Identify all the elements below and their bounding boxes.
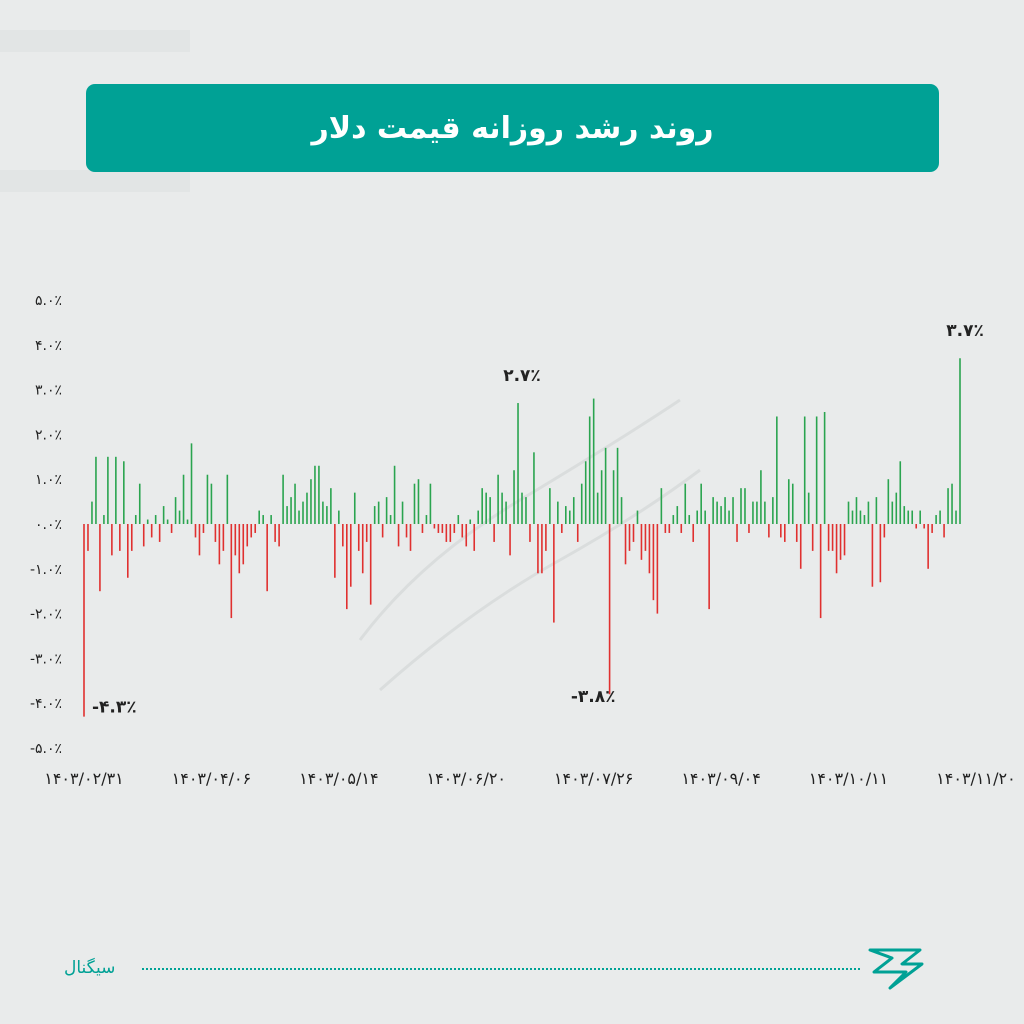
y-tick-label: -۴.۰٪	[30, 696, 62, 712]
x-tick-label: ۱۴۰۳/۰۵/۱۴	[299, 769, 379, 788]
x-tick-label: ۱۴۰۳/۰۲/۳۱	[44, 769, 124, 788]
y-tick-label: -۱.۰٪	[30, 562, 62, 578]
x-tick-label: ۱۴۰۳/۰۶/۲۰	[426, 769, 506, 788]
y-tick-label: ۴.۰٪	[35, 338, 62, 354]
chart-title: روند رشد روزانه قیمت دلار	[311, 110, 714, 146]
decorative-stripe	[0, 170, 190, 192]
x-tick-label: ۱۴۰۳/۱۱/۲۰	[936, 769, 1016, 788]
data-annotation: ۳.۷٪	[946, 321, 984, 341]
x-tick-label: ۱۴۰۳/۰۴/۰۶	[172, 769, 252, 788]
brand-name: سیگنال	[64, 958, 116, 978]
bar-series	[83, 358, 961, 717]
y-tick-label: -۵.۰٪	[30, 741, 62, 757]
y-tick-label: -۳.۰٪	[30, 651, 62, 667]
annotations: -۴.۳٪ ۲.۷٪ -۳.۸٪ ۳.۷٪	[92, 321, 984, 717]
brand-dotted-line	[142, 968, 860, 970]
y-tick-label: -۲.۰٪	[30, 607, 62, 623]
signal-watermark-icon	[358, 398, 701, 692]
y-tick-label: ۲.۰٪	[35, 427, 62, 443]
y-tick-label: ۳.۰٪	[35, 383, 62, 399]
data-annotation: ۲.۷٪	[503, 366, 541, 386]
title-banner: روند رشد روزانه قیمت دلار	[86, 84, 939, 172]
x-tick-label: ۱۴۰۳/۱۰/۱۱	[809, 769, 889, 788]
y-tick-label: ۰.۰٪	[35, 517, 62, 533]
data-annotation: -۴.۳٪	[92, 698, 137, 718]
signal-logo-icon	[868, 948, 924, 990]
x-axis-ticks: ۱۴۰۳/۰۲/۳۱ ۱۴۰۳/۰۴/۰۶ ۱۴۰۳/۰۵/۱۴ ۱۴۰۳/۰۶/۲۰…	[44, 769, 1015, 788]
y-tick-label: ۵.۰٪	[35, 293, 62, 309]
x-tick-label: ۱۴۰۳/۰۹/۰۴	[681, 769, 761, 788]
decorative-stripe	[0, 30, 190, 52]
x-tick-label: ۱۴۰۳/۰۷/۲۶	[554, 769, 634, 788]
data-annotation: -۳.۸٪	[571, 687, 616, 707]
y-tick-label: ۱.۰٪	[35, 472, 62, 488]
y-axis-ticks: ۵.۰٪ ۴.۰٪ ۳.۰٪ ۲.۰٪ ۱.۰٪ ۰.۰٪ -۱.۰٪ -۲.۰٪ -۳.۰٪ -…	[30, 293, 62, 757]
